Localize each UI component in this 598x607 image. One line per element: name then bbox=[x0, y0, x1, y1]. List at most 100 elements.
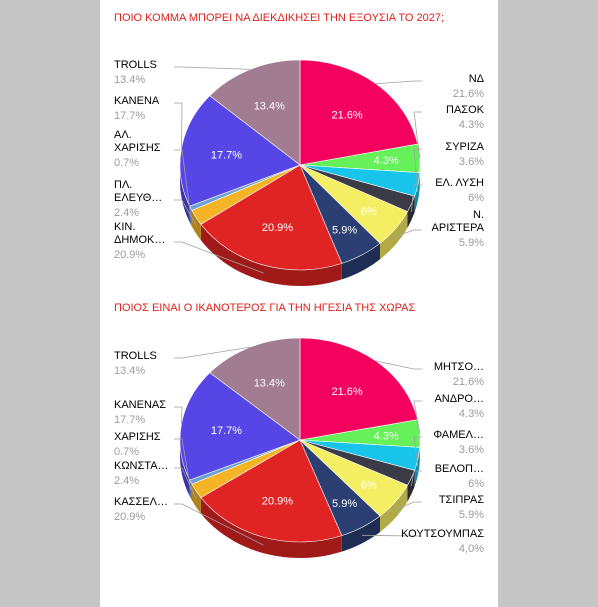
slice-percent-label: 5.9% bbox=[459, 237, 484, 249]
leader-line bbox=[174, 503, 264, 546]
slice-percent-label: 17.7% bbox=[114, 110, 145, 122]
slice-percent-label: 21.6% bbox=[453, 88, 484, 100]
slice-percent-label: 0.7% bbox=[114, 446, 139, 458]
slice-value-label: 20.9% bbox=[262, 222, 293, 234]
chart-panel-party: ΠΟΙΟ ΚΟΜΜΑ ΜΠΟΡΕΙ ΝΑ ΔΙΕΚΔΙΚΗΣΕΙ ΤΗΝ ΕΞΟ… bbox=[100, 0, 498, 292]
slice-percent-label: 20.9% bbox=[114, 249, 145, 261]
leader-line bbox=[174, 199, 197, 226]
leader-line bbox=[375, 360, 422, 370]
pie-slice-side bbox=[380, 485, 408, 532]
pie-slice bbox=[200, 164, 343, 271]
leader-line bbox=[411, 184, 422, 213]
slice-value-label: 21.6% bbox=[331, 110, 362, 122]
slice-percent-label: 6% bbox=[468, 192, 484, 204]
slice-value-label: 5.9% bbox=[332, 498, 357, 510]
slice-name-label: ΚΑΝΕΝΑΣ bbox=[114, 399, 166, 411]
leader-line bbox=[413, 148, 422, 193]
slice-percent-label: 6% bbox=[468, 478, 484, 490]
leader-line bbox=[413, 436, 422, 468]
slice-name-label: TROLLS bbox=[114, 350, 157, 362]
slice-name-label: ΝΔ bbox=[469, 73, 485, 85]
slice-value-label: 6% bbox=[361, 480, 377, 492]
pie-chart-leader: 21.6% 4.3% 6% 5.9% 20.9% 17.7% 13.4% TROLLS 13.4… bbox=[114, 337, 484, 558]
slice-name-label: ΣΥΡΙΖΑ bbox=[445, 141, 484, 153]
pie-slice-side bbox=[180, 165, 190, 223]
pie-slice-side bbox=[200, 224, 342, 286]
slice-name-label: ΕΛΕΥΘ… bbox=[114, 192, 162, 204]
pie-chart-party: 21.6% 4.3% 6% 5.9% 20.9% 17.7% 13.4% TROLLS 13.4… bbox=[114, 59, 485, 286]
slice-name-label: ΧΑΡΙΣΗΣ bbox=[114, 142, 161, 154]
slice-name-label: ΜΗΤΣΟ… bbox=[434, 361, 484, 373]
slice-percent-label: 13.4% bbox=[114, 365, 145, 377]
slice-percent-label: 13.4% bbox=[114, 74, 145, 86]
pie-slice bbox=[299, 59, 418, 166]
leader-line bbox=[174, 406, 183, 424]
slice-name-label: TROLLS bbox=[114, 59, 157, 71]
pie-slice-side bbox=[341, 516, 380, 552]
pie-slice bbox=[179, 95, 301, 207]
leader-line bbox=[395, 501, 422, 511]
leader-line bbox=[174, 438, 192, 491]
slice-value-label: 6% bbox=[361, 206, 377, 218]
slice-name-label: ΦΑΜΕΛ… bbox=[433, 429, 484, 441]
leader-line bbox=[375, 80, 422, 85]
slice-name-label: ΒΕΛΟΠ… bbox=[435, 463, 484, 475]
slice-percent-label: 3.6% bbox=[459, 444, 484, 456]
slice-value-label: 4.3% bbox=[374, 430, 399, 442]
slice-name-label: ΤΣΙΠΡΑΣ bbox=[439, 494, 484, 506]
slice-name-label: ΚΑΝΕΝΑ bbox=[114, 95, 160, 107]
leader-line bbox=[395, 229, 422, 237]
pie-slice-side bbox=[341, 243, 380, 280]
leader-line bbox=[174, 102, 183, 149]
slice-percent-label: 21.6% bbox=[453, 376, 484, 388]
slice-percent-label: 3.6% bbox=[459, 156, 484, 168]
pie-slice-side bbox=[380, 211, 408, 260]
leader-line bbox=[361, 534, 422, 537]
pie-slice-side bbox=[180, 440, 190, 496]
slice-value-label: 13.4% bbox=[254, 101, 285, 113]
slice-value-label: 4.3% bbox=[374, 155, 399, 167]
slice-percent-label: 4.3% bbox=[459, 408, 484, 420]
slice-name-label: ΕΛ. ΛΥΣΗ bbox=[435, 177, 484, 189]
slice-name-label: ΑΝΔΡΟ… bbox=[434, 393, 484, 405]
slice-value-label: 17.7% bbox=[211, 150, 242, 162]
slice-name-label: ΔΗΜΟΚ… bbox=[114, 234, 165, 246]
slice-percent-label: 2.4% bbox=[114, 207, 139, 219]
leader-line bbox=[413, 111, 422, 159]
slice-name-label: ΠΛ. bbox=[114, 179, 132, 191]
leader-line bbox=[411, 470, 422, 486]
slice-name-label: ΚΑΣΣΕΛ… bbox=[114, 496, 168, 508]
pie-slice-side bbox=[200, 497, 342, 558]
slice-name-label: ΠΑΣΟΚ bbox=[446, 104, 485, 116]
slice-name-label: ΚΩΝΣΤΑ… bbox=[114, 460, 169, 472]
slice-value-label: 17.7% bbox=[211, 425, 242, 437]
slice-percent-label: 5.9% bbox=[459, 509, 484, 521]
pie-slice bbox=[200, 439, 343, 543]
slice-percent-label: 17.7% bbox=[114, 414, 145, 426]
slice-percent-label: 4.3% bbox=[459, 119, 484, 131]
slice-value-label: 20.9% bbox=[262, 495, 293, 507]
slice-name-label: ΑΛ. bbox=[114, 129, 132, 141]
leader-line bbox=[174, 346, 251, 359]
slice-name-label: ΑΡΙΣΤΕΡΑ bbox=[432, 222, 485, 234]
slice-percent-label: 2.4% bbox=[114, 475, 139, 487]
chart-panel-leader: ΠΟΙΟΣ ΕΙΝΑΙ Ο ΙΚΑΝΟΤΕΡΟΣ ΓΙΑ ΤΗΝ ΗΓΕΣΙΑ … bbox=[100, 292, 498, 607]
chart-title: ΠΟΙΟΣ ΕΙΝΑΙ Ο ΙΚΑΝΟΤΕΡΟΣ ΓΙΑ ΤΗΝ ΗΓΕΣΙΑ … bbox=[114, 302, 416, 314]
pie-slice bbox=[299, 337, 418, 441]
leader-line bbox=[413, 400, 422, 434]
slice-value-label: 13.4% bbox=[254, 377, 285, 389]
slice-name-label: ΚΙΝ. bbox=[114, 221, 135, 233]
slice-percent-label: 20.9% bbox=[114, 511, 145, 523]
leader-line bbox=[174, 149, 192, 217]
leader-line bbox=[174, 66, 251, 70]
slice-percent-label: 0.7% bbox=[114, 157, 139, 169]
leader-line bbox=[174, 467, 197, 500]
leader-line bbox=[174, 241, 264, 274]
slice-name-label: ΧΑΡΙΣΗΣ bbox=[114, 431, 161, 443]
slice-name-label: ΚΟΥΤΣΟΥΜΠΑΣ bbox=[401, 528, 484, 540]
slice-name-label: Ν. bbox=[473, 209, 484, 221]
slice-value-label: 5.9% bbox=[332, 225, 357, 237]
slice-value-label: 21.6% bbox=[331, 386, 362, 398]
chart-title: ΠΟΙΟ ΚΟΜΜΑ ΜΠΟΡΕΙ ΝΑ ΔΙΕΚΔΙΚΗΣΕΙ ΤΗΝ ΕΞΟ… bbox=[114, 12, 445, 24]
